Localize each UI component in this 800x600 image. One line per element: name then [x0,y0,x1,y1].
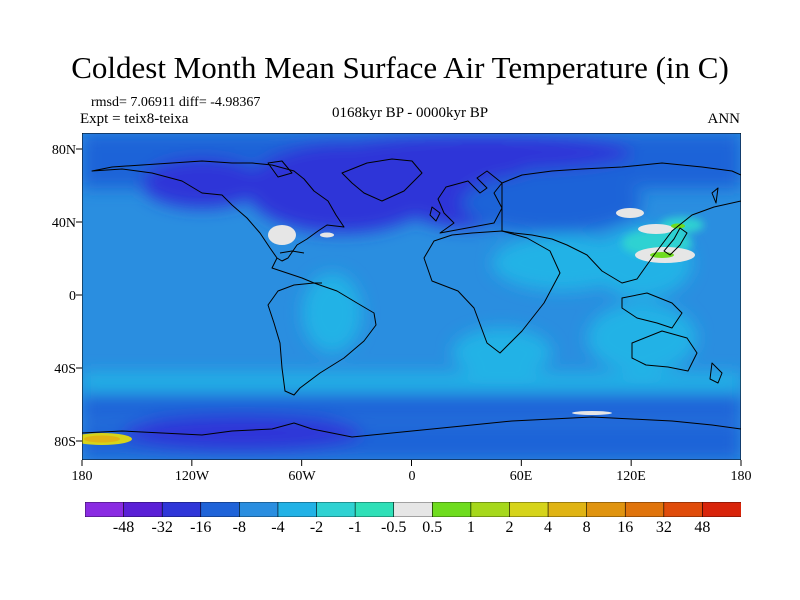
x-tick-label: 180 [731,469,752,484]
y-tick-label: 80N [52,143,76,158]
coastlines [82,158,741,438]
colorbar-swatch [663,502,704,517]
colorbar-swatch [509,502,549,517]
colorbar-swatch [393,502,433,517]
colorbar-swatch [702,502,741,517]
period-label: 0168kyr BP - 0000kyr BP [331,105,489,121]
y-tick-label: 40N [52,216,76,231]
colorbar-label: 32 [655,519,672,536]
colorbar-swatch [431,502,472,517]
colorbar-swatch [123,502,163,517]
colorbar-label: -1 [348,519,362,536]
colorbar-label: 16 [617,519,634,536]
colorbar-swatch [316,502,356,517]
colorbar-label: -0.5 [381,519,407,536]
colorbar-swatch [586,502,626,517]
colorbar-label: -48 [112,519,135,536]
x-tick-label: 120W [175,469,210,484]
colorbar-swatch [624,502,665,517]
colorbar-label: 2 [505,519,514,536]
x-tick-label: 120E [616,469,646,484]
x-tick-label: 60E [510,469,533,484]
colorbar-labels: -48 -32 -16 -8 -4 -2 -1 -0.5 0.5 1 2 4 8 16 32 48 [85,519,741,539]
colorbar-swatch [161,502,202,517]
colorbar-label: -8 [232,519,247,536]
colorbar-label: 0.5 [422,519,443,536]
colorbar-label: 48 [694,519,711,536]
y-tick-label: 80S [54,435,76,450]
x-tick-label: 180 [72,469,93,484]
stats-text: rmsd= 7.06911 diff= -4.98367 [91,95,261,110]
experiment-label: Expt = teix8-teixa [80,111,189,127]
colorbar-swatch [547,502,588,517]
colorbar-swatch [200,502,240,517]
y-tick-label: 40S [54,362,76,377]
temperature-field [82,133,741,460]
season-label: ANN [707,111,741,127]
colorbar-label: -4 [271,519,285,536]
colorbar [85,502,741,517]
colorbar-swatch [354,502,395,517]
colorbar-label: -32 [151,519,173,536]
colorbar-swatch [277,502,318,517]
colorbar-label: 4 [544,519,553,536]
colorbar-swatch [85,502,125,517]
colorbar-swatch [239,502,279,517]
colorbar-label: -2 [309,519,324,536]
x-tick-label: 60W [288,469,316,484]
temperature-map [82,133,741,460]
y-tick-label: 0 [69,289,76,304]
chart-title: Coldest Month Mean Surface Air Temperatu… [71,50,729,85]
colorbar-label: -16 [190,519,212,536]
x-tick-label: 0 [409,469,416,484]
colorbar-label: 1 [466,519,475,536]
colorbar-swatch [470,502,511,517]
colorbar-label: 8 [582,519,591,536]
